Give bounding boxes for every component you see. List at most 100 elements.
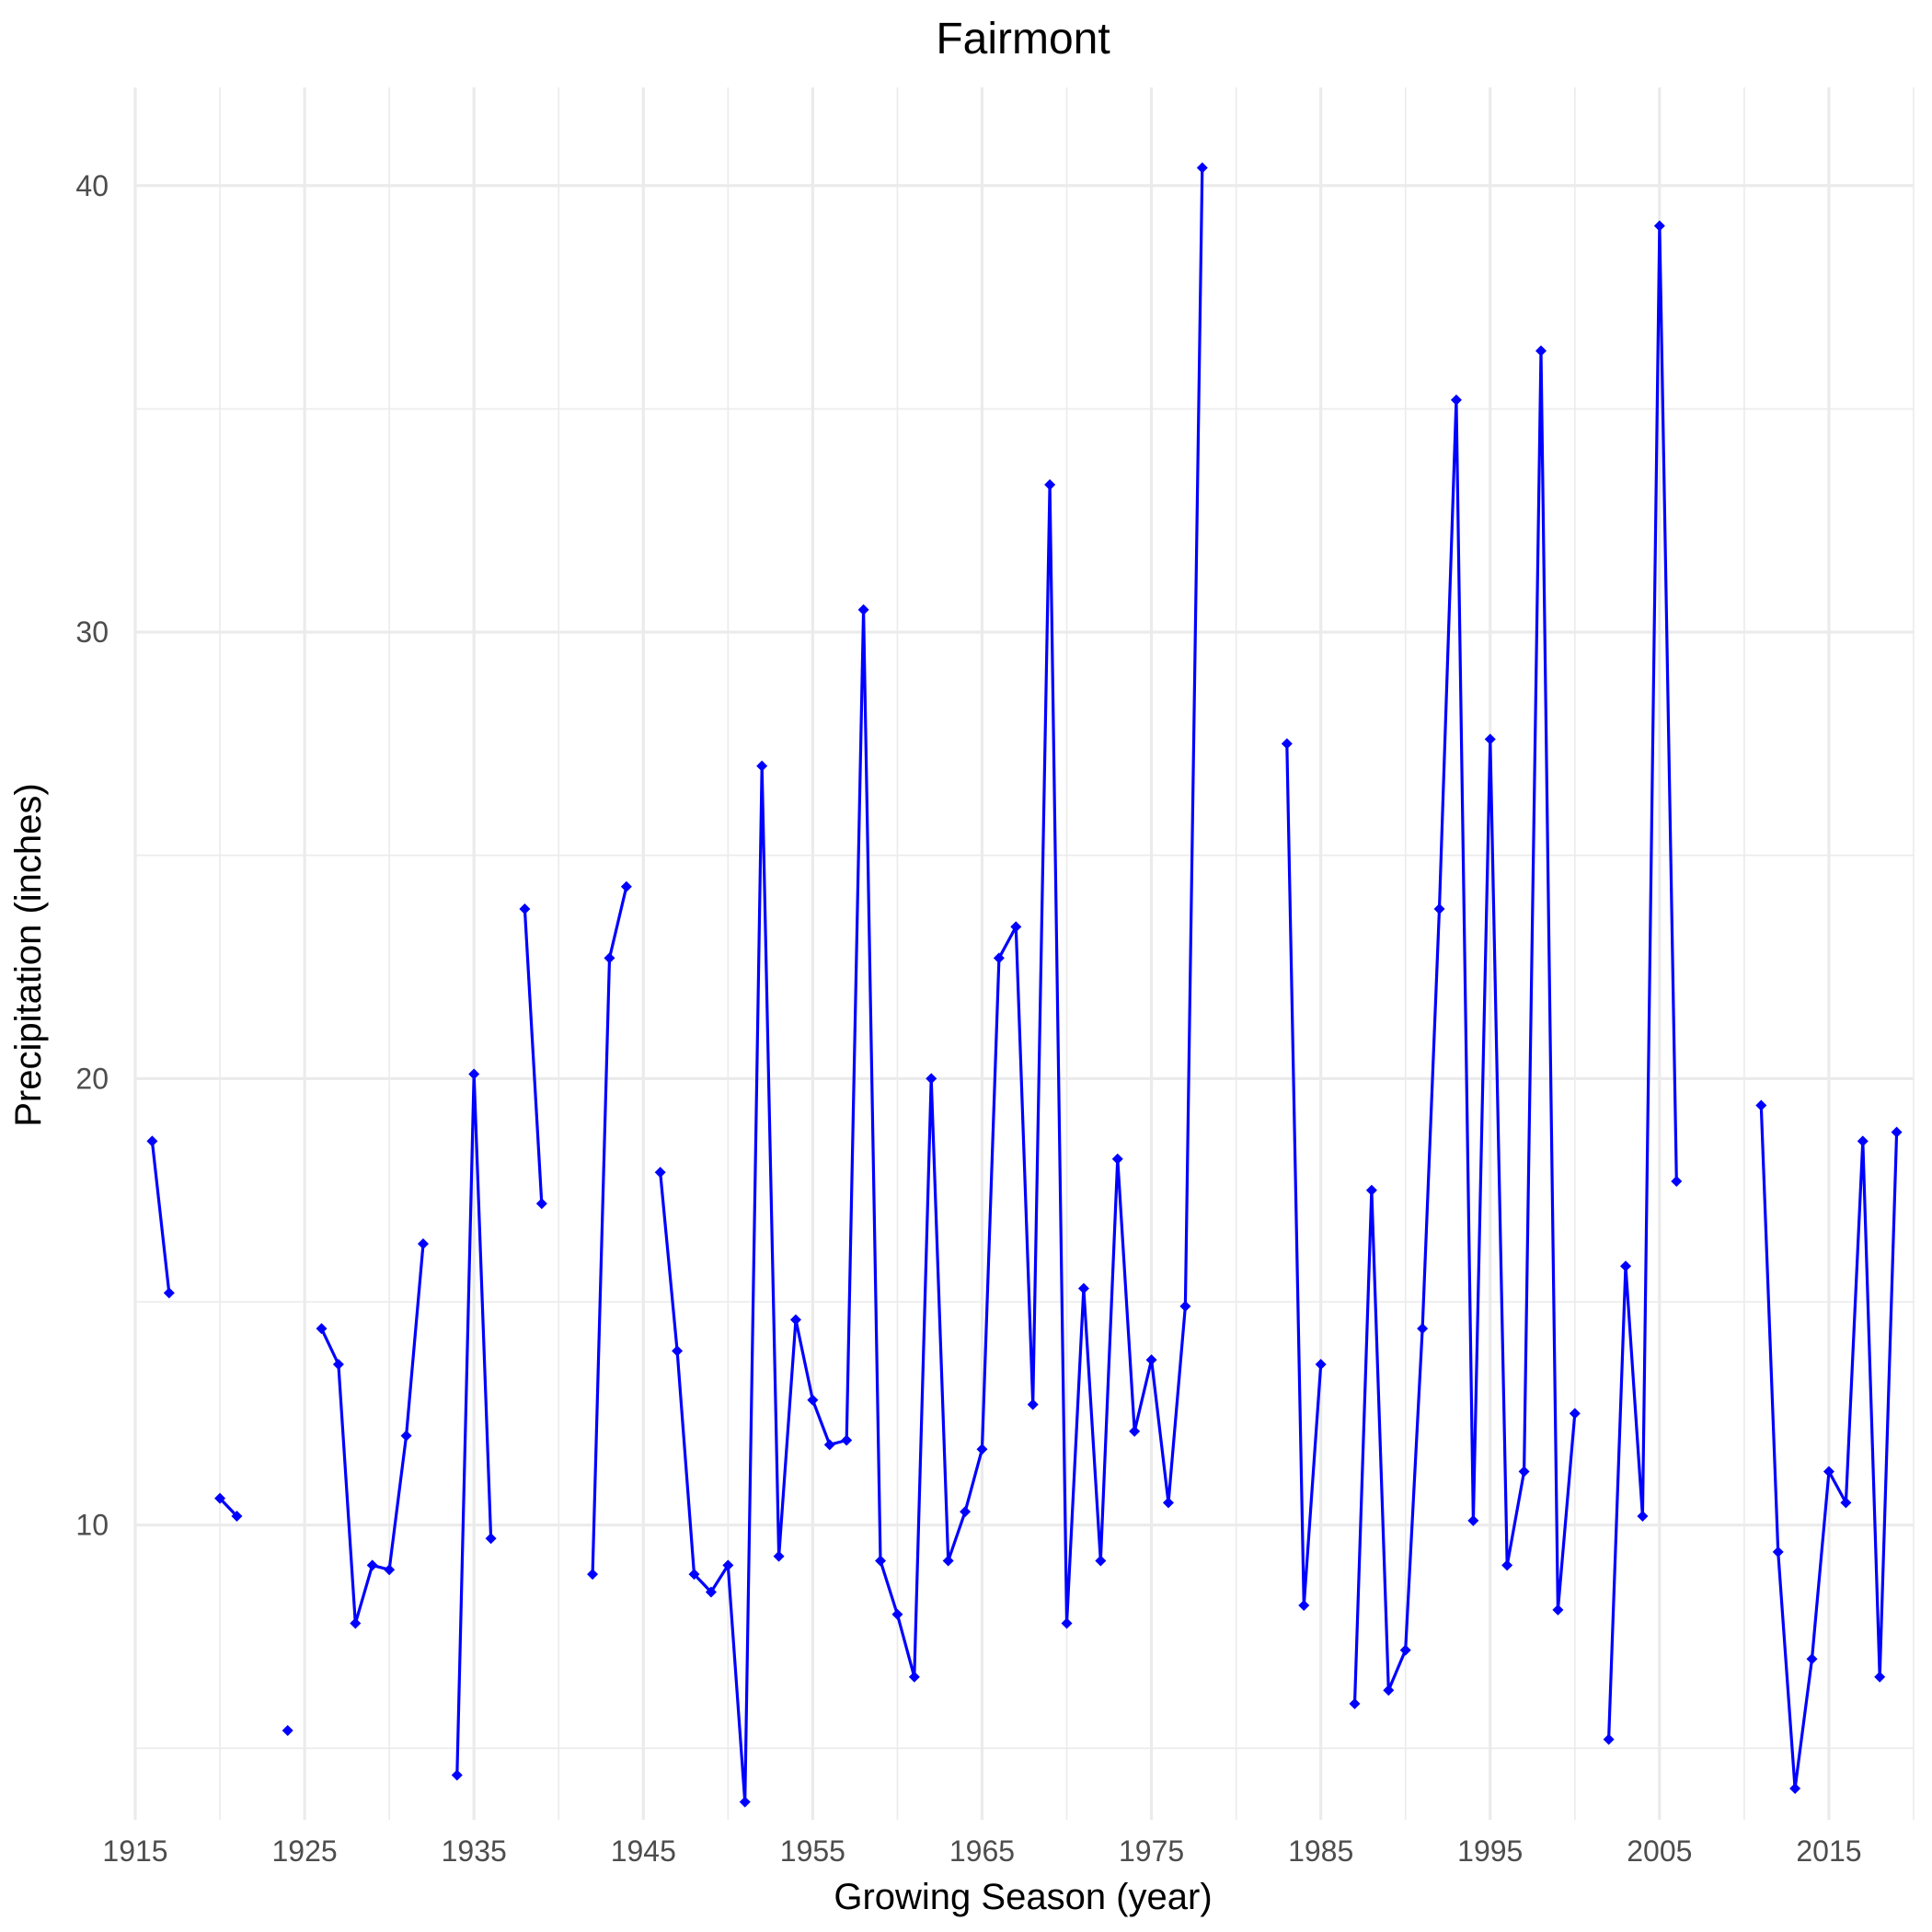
data-point: [1179, 1300, 1191, 1312]
x-tick-label: 1965: [949, 1834, 1015, 1868]
data-point: [1569, 1408, 1581, 1420]
data-point: [1365, 1184, 1377, 1196]
data-point: [789, 1314, 801, 1326]
data-point: [891, 1608, 903, 1620]
data-point: [1281, 738, 1293, 750]
data-point: [1027, 1398, 1039, 1410]
data-point: [823, 1439, 835, 1451]
data-point: [1620, 1260, 1632, 1272]
data-point: [857, 604, 869, 615]
data-point: [417, 1237, 429, 1249]
data-point: [722, 1559, 734, 1571]
data-point: [535, 1198, 547, 1210]
data-point: [1450, 394, 1462, 406]
data-point: [214, 1492, 226, 1504]
data-point: [1129, 1425, 1141, 1437]
data-point: [1535, 345, 1547, 357]
data-point: [1433, 903, 1445, 914]
x-axis-title: Growing Season (year): [834, 1877, 1212, 1917]
data-point: [468, 1068, 480, 1080]
data-point: [1755, 1099, 1767, 1111]
data-point: [1501, 1559, 1513, 1571]
data-point: [366, 1559, 378, 1571]
data-point: [1891, 1126, 1903, 1138]
data-point: [1806, 1653, 1818, 1665]
x-tick-label: 1955: [780, 1834, 845, 1868]
data-point: [705, 1586, 717, 1598]
y-tick-label: 20: [75, 1062, 109, 1095]
y-tick-label: 30: [75, 615, 109, 649]
data-point: [451, 1769, 463, 1781]
data-point: [1552, 1604, 1564, 1616]
x-tick-label: 1985: [1288, 1834, 1353, 1868]
data-point: [1840, 1497, 1852, 1509]
data-point: [672, 1345, 684, 1357]
x-tick-label: 1915: [102, 1834, 167, 1868]
chart-title: Fairmont: [936, 15, 1110, 63]
data-point: [1095, 1555, 1107, 1567]
data-point: [1399, 1644, 1411, 1656]
data-point: [773, 1550, 785, 1562]
data-point: [1603, 1733, 1615, 1745]
data-point: [1653, 220, 1665, 232]
data-point: [976, 1443, 988, 1455]
data-point: [1145, 1354, 1157, 1366]
data-point: [1874, 1671, 1886, 1683]
y-axis-title: Precipitation (inches): [8, 783, 49, 1127]
data-point: [1383, 1685, 1395, 1696]
data-point: [1467, 1514, 1479, 1526]
data-point: [1044, 478, 1056, 490]
x-tick-label: 2015: [1796, 1834, 1861, 1868]
minor-gridlines: [135, 87, 1915, 1820]
x-tick-label: 2005: [1627, 1834, 1692, 1868]
data-point: [1315, 1358, 1327, 1370]
data-point: [282, 1724, 293, 1736]
data-point: [875, 1555, 887, 1567]
data-point: [1857, 1135, 1869, 1147]
data-point: [993, 952, 1005, 964]
series-line-segment: [1352, 349, 1577, 1704]
data-point: [620, 880, 632, 892]
series-line-segment: [523, 908, 544, 1204]
data-point: [384, 1564, 396, 1576]
data-point: [332, 1358, 344, 1370]
y-tick-label: 10: [75, 1509, 109, 1542]
data-point: [926, 1073, 937, 1085]
data-point: [519, 903, 531, 914]
y-tick-label: 40: [75, 169, 109, 202]
data-point: [1637, 1510, 1649, 1522]
x-axis-ticks: 1915 1925 1935 1945 1955 1965 1975 1985 1995 2005…: [102, 1834, 1861, 1868]
data-point: [1417, 1323, 1429, 1335]
data-point: [1484, 733, 1496, 745]
data-point: [587, 1569, 599, 1581]
data-point: [316, 1323, 328, 1335]
data-point: [807, 1394, 819, 1406]
data-point: [841, 1434, 853, 1446]
data-point: [688, 1569, 700, 1581]
data-point: [1077, 1282, 1089, 1294]
data-point: [231, 1510, 243, 1522]
data-point: [756, 760, 768, 772]
data-point: [654, 1167, 666, 1179]
data-point: [1518, 1466, 1530, 1478]
x-tick-label: 1935: [442, 1834, 507, 1868]
x-tick-label: 1975: [1119, 1834, 1184, 1868]
data-point: [739, 1796, 751, 1808]
data-point: [604, 952, 615, 964]
data-point: [400, 1430, 412, 1442]
data-point: [146, 1135, 158, 1147]
data-point: [163, 1287, 175, 1299]
y-axis-ticks: 10 20 30 40: [75, 169, 109, 1542]
data-point: [485, 1533, 497, 1545]
data-point: [350, 1617, 362, 1629]
data-point: [1671, 1176, 1683, 1188]
data-point: [1061, 1617, 1073, 1629]
data-point: [1111, 1153, 1123, 1165]
major-gridlines: [133, 87, 1914, 1820]
data-point: [1010, 921, 1022, 933]
data-point: [1162, 1497, 1174, 1509]
x-tick-label: 1995: [1457, 1834, 1523, 1868]
data-point: [1772, 1546, 1784, 1558]
